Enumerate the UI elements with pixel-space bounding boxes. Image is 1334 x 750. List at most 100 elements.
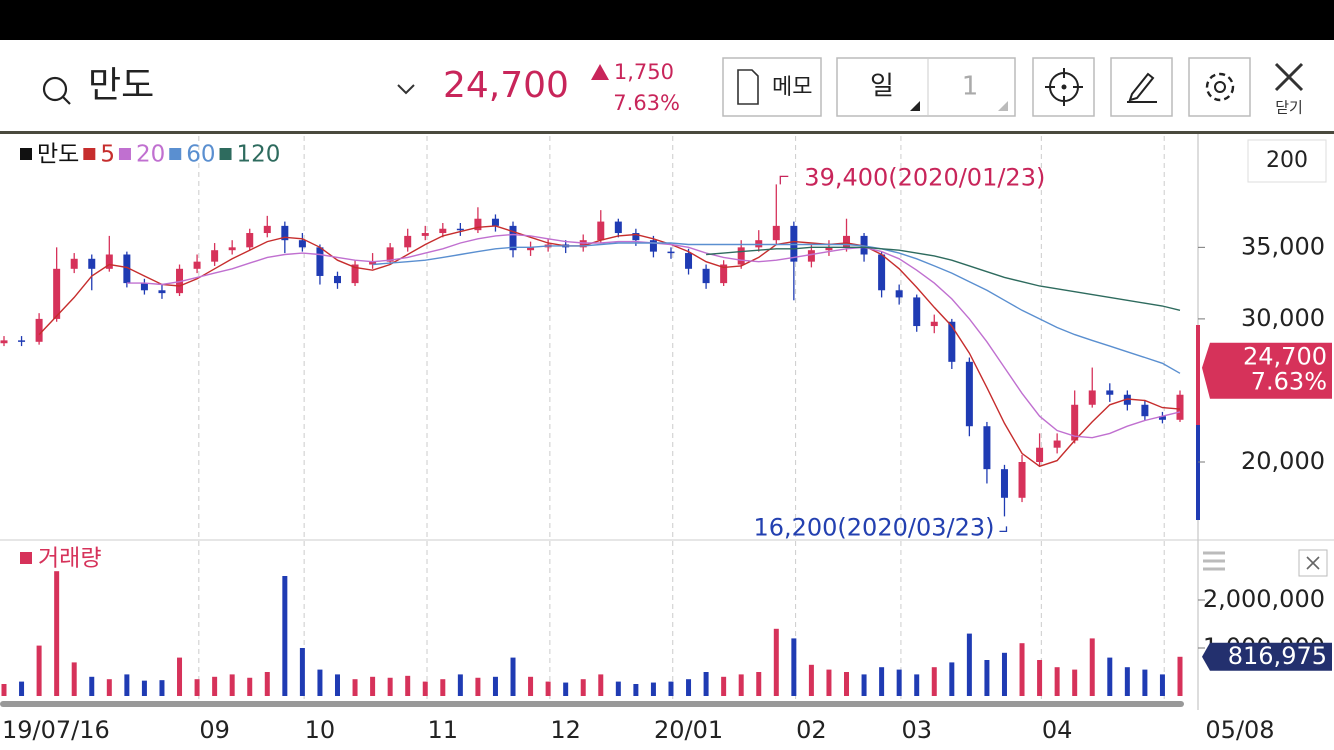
candle-body <box>88 258 96 269</box>
candle-body <box>527 247 535 251</box>
candle-body <box>456 228 464 231</box>
volume-bar <box>36 645 42 696</box>
candle-body <box>1176 394 1184 420</box>
volume-bar <box>317 669 323 696</box>
candle-body <box>333 275 341 284</box>
volume-bar <box>528 676 534 696</box>
volume-bar <box>721 676 727 696</box>
annotation: 16,200(2020/03/23) <box>753 513 994 541</box>
crosshair-icon <box>1061 84 1067 90</box>
x-tick-label: 05/08 <box>1205 716 1274 744</box>
price: 24,700 <box>443 65 569 106</box>
candle-body <box>193 261 201 269</box>
volume-bar <box>668 681 674 696</box>
close-icon[interactable] <box>1274 62 1304 92</box>
crosshair-button[interactable] <box>1032 57 1095 117</box>
volume-bar <box>492 676 498 696</box>
x-tick-label: 11 <box>428 716 459 744</box>
candle-body <box>18 340 26 342</box>
volume-bar <box>405 675 411 696</box>
volume-bar <box>931 667 937 696</box>
volume-bar <box>510 657 516 696</box>
volume-bar <box>475 677 481 696</box>
x-tick-label: 20/01 <box>654 716 723 744</box>
volume-bar <box>563 682 569 696</box>
volume-bar <box>247 677 253 696</box>
candle-body <box>1141 404 1149 417</box>
stock-name[interactable]: 만도 <box>88 65 154 106</box>
dropdown[interactable] <box>397 84 415 95</box>
price-tag-pct: 7.63% <box>1251 368 1327 396</box>
zoom-box[interactable] <box>1247 139 1327 183</box>
candle-body <box>895 290 903 298</box>
legend-swatch <box>83 148 96 160</box>
legend-swatch <box>169 148 182 160</box>
candle-body <box>772 225 780 241</box>
volume-bar <box>844 672 850 696</box>
corner <box>910 101 920 111</box>
candle-body <box>843 235 851 248</box>
candle-body <box>158 290 166 294</box>
volume-bar <box>1072 669 1078 696</box>
ma-line <box>706 246 1181 311</box>
volume-bar <box>966 633 972 696</box>
menu-icon[interactable] <box>1203 551 1225 571</box>
candle-body <box>649 240 657 252</box>
candle-body <box>439 228 447 234</box>
period-count[interactable]: 1 <box>962 72 979 102</box>
period-button[interactable] <box>836 57 1016 117</box>
range-bar <box>1196 325 1200 425</box>
x-tick-label: 12 <box>550 716 581 744</box>
memo-button[interactable] <box>722 57 822 117</box>
candle-body <box>369 261 377 265</box>
corner <box>998 101 1008 111</box>
candle-body <box>228 247 236 251</box>
annotation: 39,400(2020/01/23) <box>804 163 1045 191</box>
candle-body <box>755 240 763 248</box>
volume-bar <box>1054 667 1060 696</box>
volume-bar <box>949 662 955 696</box>
candle-body <box>685 253 693 269</box>
volume-bar <box>159 680 165 696</box>
candle-body <box>983 426 991 470</box>
candle-body <box>298 240 306 248</box>
volume-bar <box>914 674 920 696</box>
volume-bar <box>703 672 709 696</box>
candle-body <box>790 225 798 262</box>
header-border <box>0 131 1334 134</box>
candle-body <box>807 250 815 262</box>
candle-body <box>614 221 622 234</box>
memo-icon <box>737 69 759 105</box>
settings-button[interactable] <box>1188 57 1251 117</box>
candle-body <box>948 321 956 362</box>
candle-body <box>351 264 359 284</box>
header: 만도 24,700 1,750 7.63% 메모 일 1 닫기 <box>42 57 1304 117</box>
draw-button[interactable] <box>1110 57 1173 117</box>
volume-bar <box>808 664 814 696</box>
change-pct: 7.63% <box>613 91 680 115</box>
legend-swatch <box>219 148 232 160</box>
close-label[interactable]: 닫기 <box>1275 99 1303 117</box>
volume-bar <box>229 674 235 696</box>
volume-bar <box>1107 657 1113 696</box>
x-tick-label: 02 <box>796 716 827 744</box>
y-tick-label: 2,000,000 <box>1203 585 1325 613</box>
volume-bar <box>387 677 393 696</box>
volume-bar <box>89 676 95 696</box>
volume-bar <box>686 679 692 696</box>
search-icon[interactable] <box>42 76 68 102</box>
volume-bar <box>1 684 7 696</box>
settings-icon <box>1214 81 1226 93</box>
scrollbar[interactable] <box>0 701 1184 707</box>
y-tick-label: 20,000 <box>1241 447 1325 475</box>
volume-bar <box>106 679 112 696</box>
volume-tag <box>1202 642 1332 671</box>
candle-body <box>70 258 78 269</box>
price-tag <box>1202 342 1332 399</box>
up-arrow <box>591 64 609 80</box>
volume-bar <box>1177 656 1183 696</box>
volume-bar <box>791 638 797 696</box>
volume-bar <box>264 672 270 696</box>
